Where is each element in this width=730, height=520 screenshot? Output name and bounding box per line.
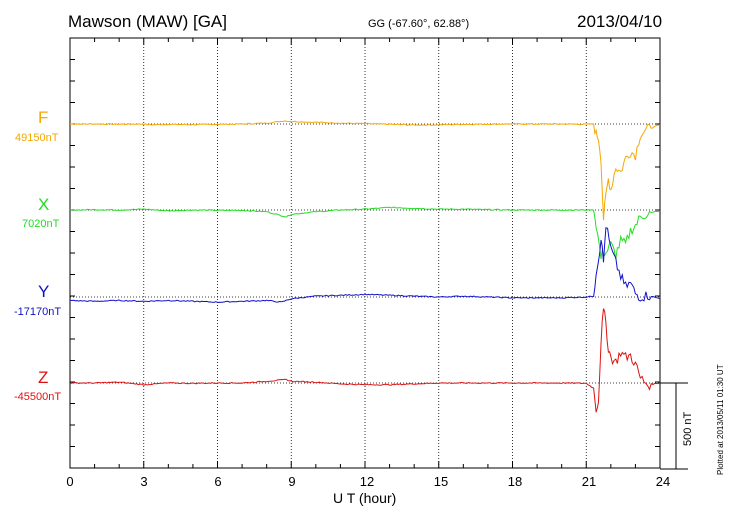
plotted-timestamp: Plotted at 2013/05/11 01:30 UT	[716, 364, 725, 475]
x-tick-label: 18	[507, 474, 523, 489]
coordinates-label: GG (-67.60°, 62.88°)	[368, 18, 470, 30]
x-tick-label: 9	[288, 474, 296, 489]
series-label-y: Y	[38, 282, 50, 301]
baseline-label-y: -17170nT	[14, 306, 62, 318]
baseline-label-x: 7020nT	[22, 218, 60, 230]
series-label-x: X	[38, 195, 50, 214]
series-line-y	[69, 227, 661, 303]
x-tick-label: 6	[214, 474, 222, 489]
station-title: Mawson (MAW) [GA]	[68, 12, 227, 31]
x-tick-label: 24	[655, 474, 671, 489]
series-line-x	[69, 206, 661, 259]
baseline-label-f: 49150nT	[15, 132, 59, 144]
baseline-label-z: -45500nT	[14, 391, 62, 403]
x-tick-label: 15	[433, 474, 449, 489]
x-axis-title: U T (hour)	[333, 490, 397, 506]
date-label: 2013/04/10	[577, 12, 663, 31]
x-tick-label: 21	[581, 474, 597, 489]
x-tick-label: 0	[66, 474, 74, 489]
x-tick-label: 3	[140, 474, 148, 489]
series-line-f	[69, 120, 661, 221]
x-tick-label: 12	[359, 474, 375, 489]
series-line-z	[69, 308, 661, 413]
series-label-f: F	[38, 108, 49, 127]
series-label-z: Z	[38, 368, 49, 387]
scale-bar-label: 500 nT	[682, 411, 694, 446]
plot-frame	[69, 37, 661, 469]
